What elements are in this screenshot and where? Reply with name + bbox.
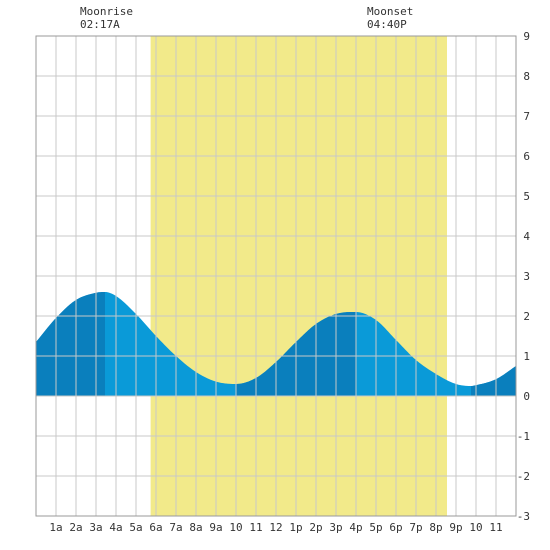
moonrise-label: Moonrise: [80, 5, 133, 18]
y-tick-label: 7: [523, 110, 530, 123]
x-tick-label: 6a: [149, 521, 162, 534]
x-tick-label: 10: [469, 521, 482, 534]
x-tick-label: 1p: [289, 521, 302, 534]
y-tick-label: 2: [523, 310, 530, 323]
x-tick-label: 8a: [189, 521, 202, 534]
y-tick-label: -3: [517, 510, 530, 523]
x-tick-label: 9p: [449, 521, 462, 534]
y-tick-label: 8: [523, 70, 530, 83]
x-tick-label: 1a: [49, 521, 62, 534]
x-tick-label: 4a: [109, 521, 122, 534]
x-tick-label: 7a: [169, 521, 182, 534]
y-tick-label: -2: [517, 470, 530, 483]
y-tick-label: 0: [523, 390, 530, 403]
tide-area-band: [471, 366, 516, 396]
x-tick-label: 9a: [209, 521, 222, 534]
x-tick-label: 8p: [429, 521, 442, 534]
x-tick-label: 11: [489, 521, 502, 534]
x-tick-label: 3p: [329, 521, 342, 534]
x-tick-label: 5p: [369, 521, 382, 534]
y-tick-label: 1: [523, 350, 530, 363]
x-tick-label: 5a: [129, 521, 142, 534]
moonset-time: 04:40P: [367, 18, 407, 31]
x-tick-label: 4p: [349, 521, 362, 534]
x-tick-label: 2p: [309, 521, 322, 534]
x-tick-label: 11: [249, 521, 262, 534]
x-tick-label: 6p: [389, 521, 402, 534]
moonrise-time: 02:17A: [80, 18, 120, 31]
y-tick-label: 6: [523, 150, 530, 163]
moonset-label: Moonset: [367, 5, 414, 18]
x-tick-label: 10: [229, 521, 242, 534]
y-tick-label: 4: [523, 230, 530, 243]
x-tick-label: 7p: [409, 521, 422, 534]
x-tick-label: 3a: [89, 521, 102, 534]
x-tick-label: 2a: [69, 521, 82, 534]
y-tick-label: 9: [523, 30, 530, 43]
y-tick-label: -1: [517, 430, 530, 443]
y-tick-label: 3: [523, 270, 530, 283]
plot-frame: [35, 35, 517, 517]
y-tick-label: 5: [523, 190, 530, 203]
tide-area-band: [36, 292, 105, 396]
x-tick-label: 12: [269, 521, 282, 534]
